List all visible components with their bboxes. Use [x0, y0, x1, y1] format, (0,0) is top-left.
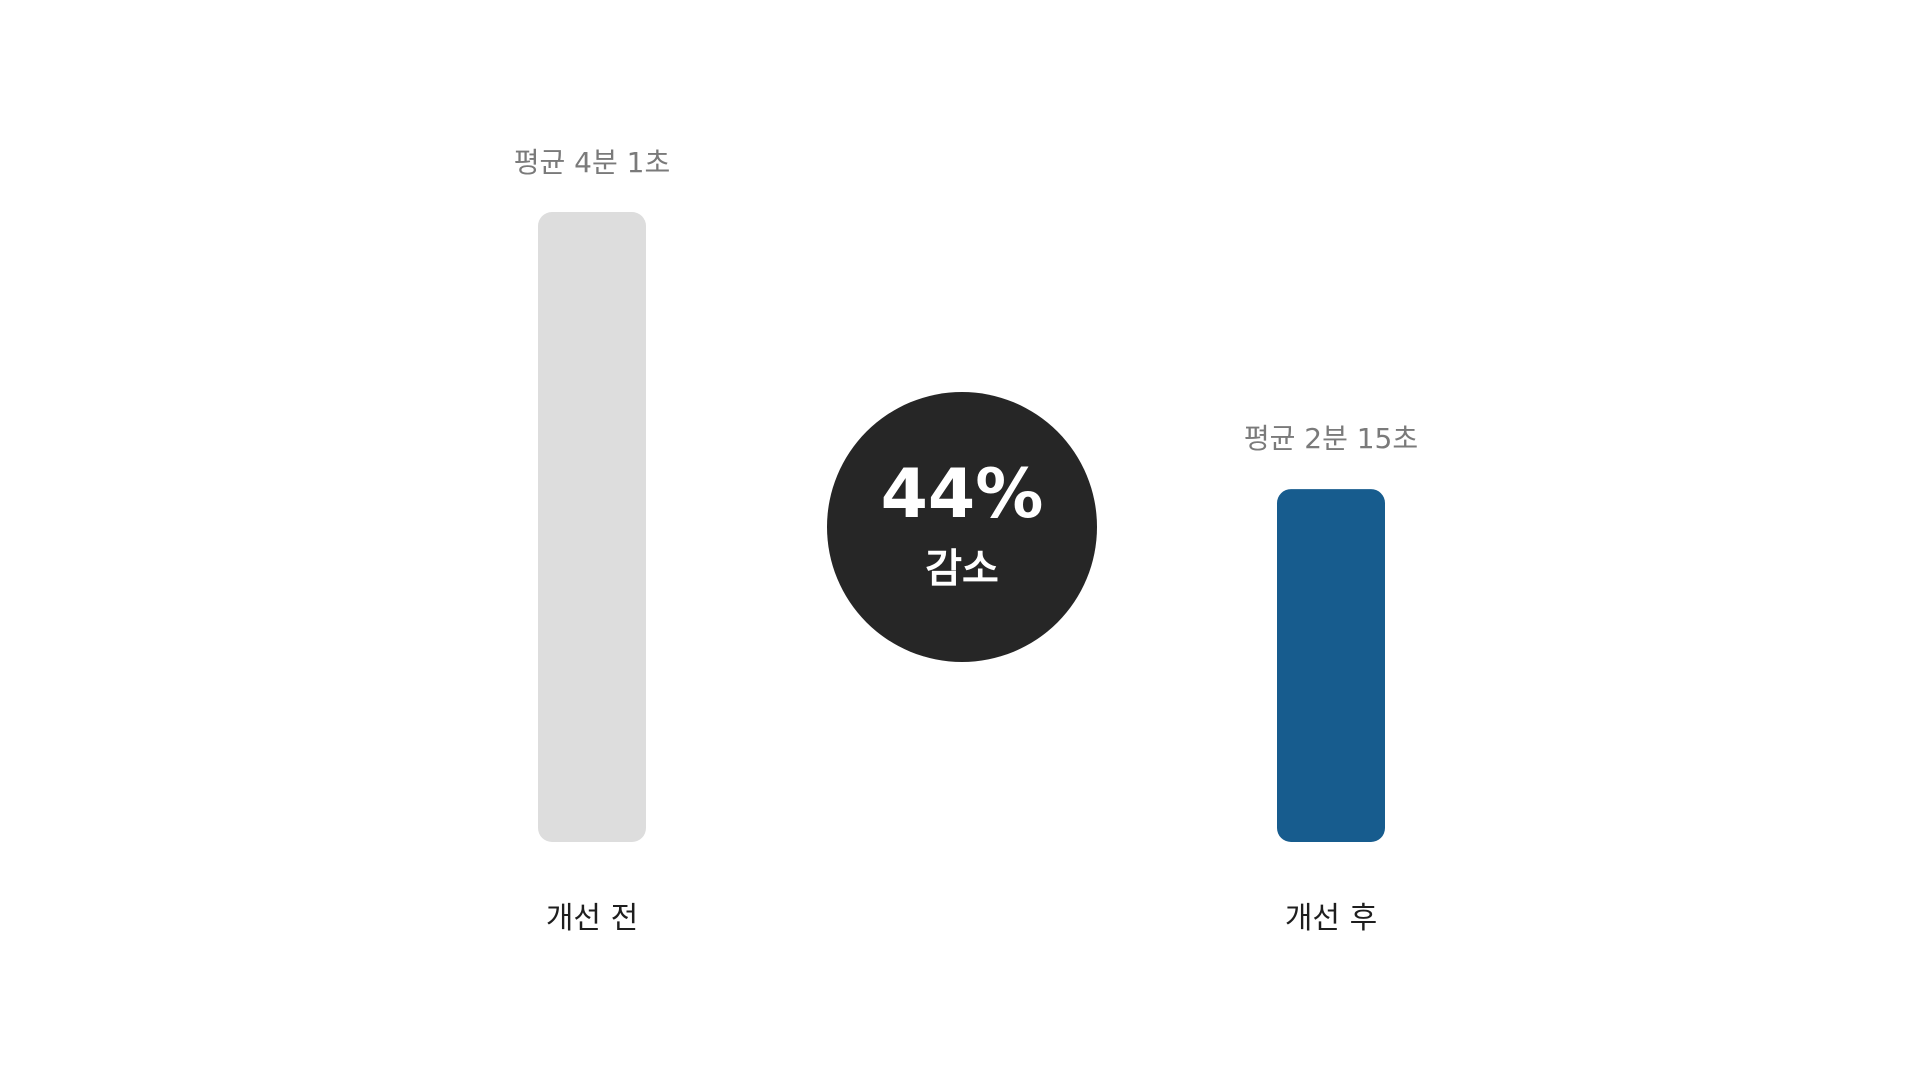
- badge-circle: [827, 392, 1097, 662]
- category-label-before: 개선 전: [546, 901, 638, 936]
- data-label-after: 평균 2분 15초: [1244, 422, 1418, 455]
- bar-before: [538, 212, 646, 842]
- reduction-badge: 44% 감소: [827, 392, 1097, 662]
- bars-layer: [538, 212, 1385, 842]
- badge-percent-value: 44%: [881, 455, 1044, 534]
- labels-layer: 평균 4분 1초 평균 2분 15초 개선 전 개선 후: [514, 146, 1418, 936]
- category-label-after: 개선 후: [1285, 901, 1377, 936]
- data-label-before: 평균 4분 1초: [514, 146, 670, 179]
- badge-caption: 감소: [925, 546, 999, 592]
- bar-after: [1277, 489, 1385, 842]
